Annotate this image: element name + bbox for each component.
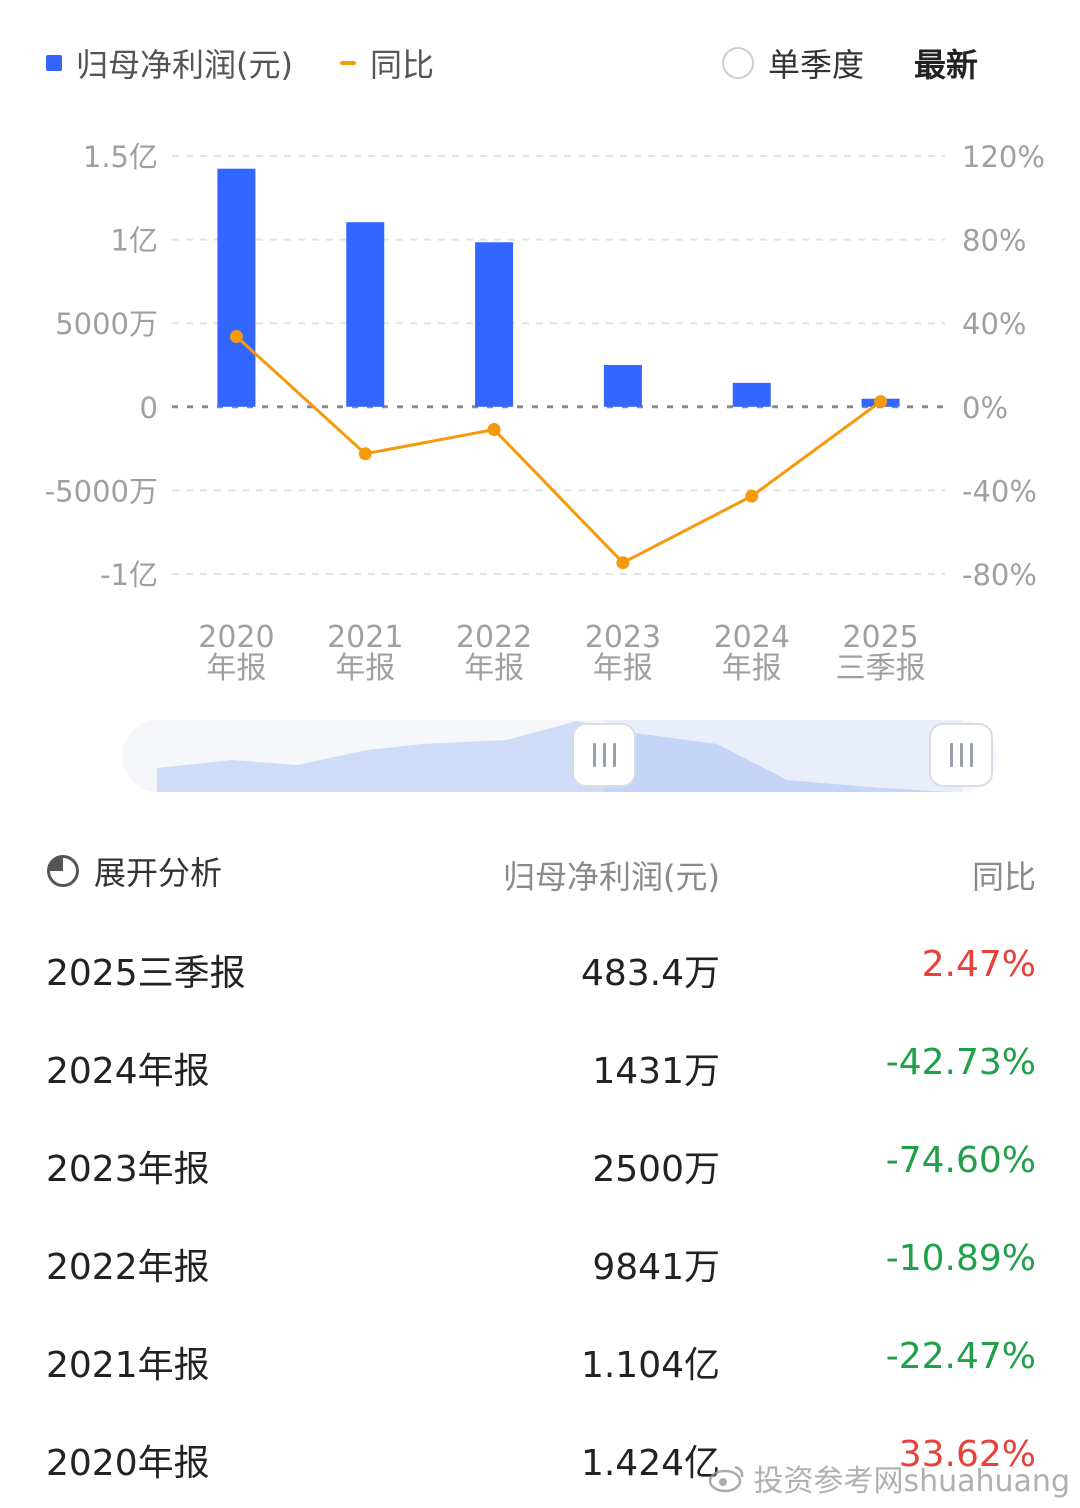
table-row[interactable]: 2022年报 9841万 -10.89%	[46, 1214, 1036, 1312]
right-tick-label: -80%	[962, 558, 1037, 592]
header-yoy: 同比	[971, 858, 1036, 896]
x-tick-label-year: 2020	[198, 620, 274, 655]
bar	[217, 168, 256, 407]
x-tick-label-year: 2025	[842, 620, 918, 655]
row-yoy: -10.89%	[885, 1238, 1036, 1279]
x-tick-label-year: 2023	[585, 620, 661, 655]
latest-button[interactable]: 最新	[914, 46, 979, 84]
legend-profit-label: 归母净利润(元)	[76, 46, 293, 84]
yoy-point	[487, 423, 501, 437]
right-tick-label: -40%	[962, 474, 1037, 508]
table-row[interactable]: 2020年报 1.424亿 33.62%	[46, 1410, 1036, 1508]
yoy-point	[874, 395, 888, 409]
grip-icon	[949, 743, 973, 767]
chart-legend: 归母净利润(元) 同比	[46, 40, 1036, 84]
range-slider[interactable]	[122, 720, 997, 792]
table-body: 2025三季报 483.4万 2.47% 2024年报 1431万 -42.73…	[46, 920, 1036, 1508]
row-period: 2025三季报	[46, 953, 246, 994]
bar	[346, 222, 385, 407]
watermark-text: 投资参考网shuahuang	[753, 1464, 1070, 1499]
profit-chart: 1.5亿 1亿 5000万 0 -5000万 -1亿 120% 80% 40% 0% -40% -80…	[45, 140, 1045, 686]
right-tick-label: 0%	[962, 391, 1008, 425]
row-value: 1.424亿	[580, 1443, 720, 1484]
slider-handle-start[interactable]	[572, 723, 636, 787]
x-tick-label-type: 年报	[206, 651, 266, 686]
row-value: 483.4万	[580, 953, 720, 994]
row-period: 2020年报	[46, 1443, 210, 1484]
row-value: 2500万	[592, 1149, 720, 1190]
right-tick-label: 80%	[962, 224, 1026, 258]
yoy-line	[235, 335, 882, 565]
row-period: 2023年报	[46, 1149, 210, 1190]
header-profit: 归母净利润(元)	[503, 858, 720, 896]
quarter-toggle-label: 单季度	[768, 46, 865, 84]
grip-icon	[592, 743, 616, 767]
slider-handle-end[interactable]	[929, 723, 993, 787]
left-tick-label: 0	[140, 391, 158, 425]
row-yoy: -22.47%	[885, 1336, 1036, 1377]
row-period: 2024年报	[46, 1051, 210, 1092]
slider-preview-area	[157, 720, 962, 792]
x-tick-label-type: 年报	[335, 651, 395, 686]
table-row[interactable]: 2025三季报 483.4万 2.47%	[46, 920, 1036, 1018]
row-yoy: -74.60%	[885, 1140, 1036, 1181]
weibo-logo-icon	[709, 1465, 744, 1493]
row-yoy: 2.47%	[921, 944, 1036, 985]
left-tick-label: 1.5亿	[83, 140, 158, 174]
row-value: 9841万	[592, 1247, 720, 1288]
table-row[interactable]: 2021年报 1.104亿 -22.47%	[46, 1312, 1036, 1410]
legend-bar-swatch	[46, 55, 62, 71]
row-yoy: 33.62%	[898, 1434, 1036, 1475]
x-tick-label-year: 2021	[327, 620, 403, 655]
left-tick-label: 5000万	[55, 307, 158, 341]
table-row[interactable]: 2024年报 1431万 -42.73%	[46, 1018, 1036, 1116]
bar	[732, 382, 771, 407]
x-tick-label-type: 三季报	[836, 651, 926, 686]
table-header: 展开分析 归母净利润(元) 同比	[46, 848, 1036, 898]
quarter-toggle[interactable]: 单季度	[722, 40, 864, 86]
x-tick-label-type: 年报	[464, 651, 524, 686]
x-tick-label-type: 年报	[722, 651, 782, 686]
legend-item-yoy[interactable]: 同比	[340, 40, 434, 86]
row-period: 2022年报	[46, 1247, 210, 1288]
legend-yoy-label: 同比	[370, 46, 435, 84]
pie-chart-icon	[47, 855, 79, 887]
row-value: 1.104亿	[580, 1345, 720, 1386]
table-row[interactable]: 2023年报 2500万 -74.60%	[46, 1116, 1036, 1214]
yoy-point	[745, 489, 759, 503]
expand-analysis-button[interactable]: 展开分析	[46, 848, 222, 894]
bar	[603, 365, 642, 407]
row-period: 2021年报	[46, 1345, 210, 1386]
row-yoy: -42.73%	[885, 1042, 1036, 1083]
x-tick-label-year: 2024	[714, 620, 790, 655]
right-tick-label: 120%	[962, 140, 1045, 174]
left-tick-label: -5000万	[45, 474, 158, 508]
yoy-point	[358, 447, 372, 461]
x-tick-label-type: 年报	[593, 651, 653, 686]
bar	[475, 242, 514, 407]
legend-item-profit[interactable]: 归母净利润(元)	[46, 40, 293, 86]
left-tick-label: -1亿	[100, 558, 158, 592]
yoy-point	[229, 330, 243, 344]
x-tick-label-year: 2022	[456, 620, 532, 655]
row-value: 1431万	[592, 1051, 720, 1092]
legend-line-swatch	[340, 61, 356, 65]
right-tick-label: 40%	[962, 307, 1026, 341]
radio-circle-icon	[722, 47, 754, 79]
watermark: 投资参考网shuahuang	[707, 1456, 1070, 1500]
yoy-point	[616, 556, 630, 570]
left-tick-label: 1亿	[111, 224, 158, 258]
expand-analysis-label: 展开分析	[94, 854, 223, 892]
